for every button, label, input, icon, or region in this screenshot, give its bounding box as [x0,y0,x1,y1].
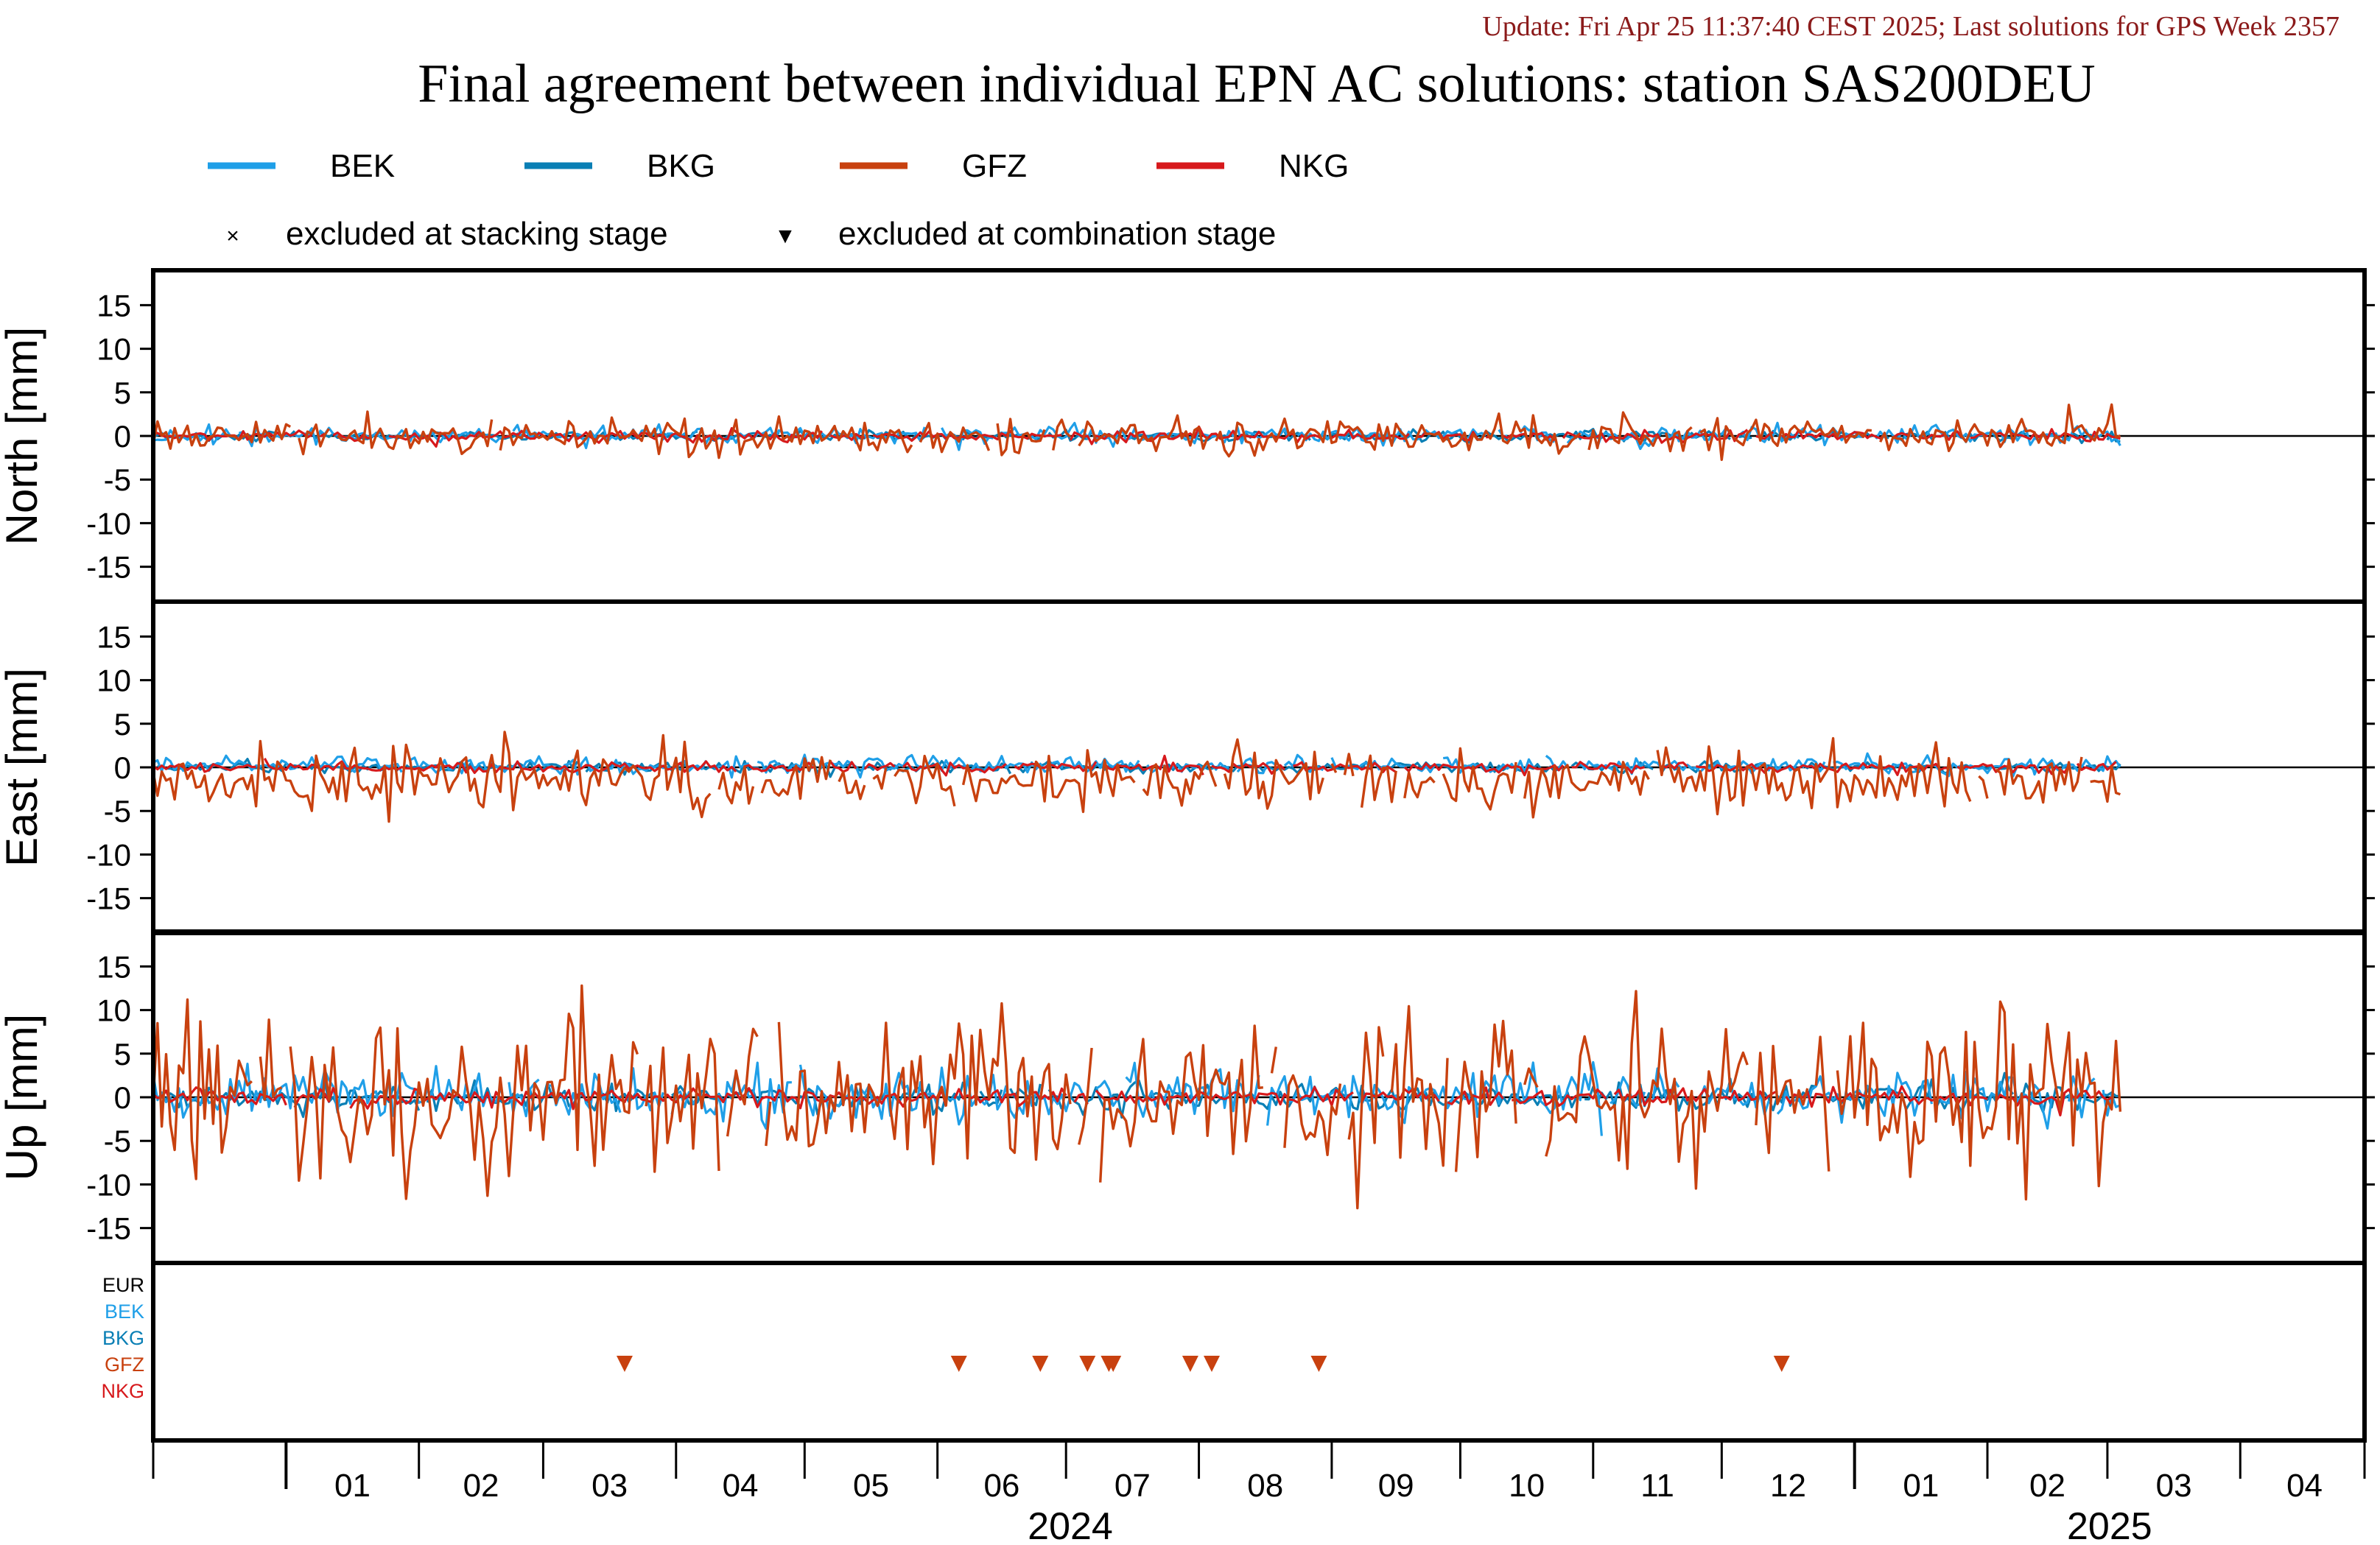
legend-stacking-label: excluded at stacking stage [286,216,668,252]
series-up-gfz [152,984,2122,1210]
combination-exclusion-marker [1773,1356,1790,1372]
ytick-label: 10 [96,332,131,367]
ytick-label: 5 [114,376,131,410]
month-label: 10 [1509,1468,1545,1504]
legend-label-bek: BEK [330,148,395,184]
ytick-label: -5 [104,794,131,828]
month-label: 04 [723,1468,759,1504]
month-label: 01 [334,1468,371,1504]
exclusion-row-label-bek: BEK [105,1301,144,1323]
exclusion-frame [151,1261,2367,1443]
month-label: 11 [1640,1468,1674,1504]
combination-exclusion-marker [1204,1356,1221,1372]
ytick-label: -15 [86,1211,131,1246]
legend-label-nkg: NKG [1279,148,1349,184]
ylabel-north: North [mm] [0,327,46,546]
month-label: 03 [592,1468,628,1504]
ytick-label: 15 [96,288,131,323]
ylabel-up: Up [mm] [0,1014,46,1181]
month-label: 08 [1247,1468,1283,1504]
exclusion-row-label-bkg: BKG [102,1327,144,1349]
ytick-label: -5 [104,462,131,497]
legend-label-gfz: GFZ [962,148,1027,184]
legend: BEK BKG GFZ NKG × excluded at stacking stage ▼… [208,148,1349,252]
ytick-label: 0 [114,750,131,785]
month-label: 09 [1378,1468,1414,1504]
panel-east: 15 10 5 0 -5 -10 -15 East [mm] [0,599,2375,935]
exclusion-panel: EUR BEK BKG GFZ NKG [101,1261,2367,1443]
ytick-label: 0 [114,419,131,454]
combination-exclusion-marker [950,1356,967,1372]
legend-label-bkg: BKG [647,148,715,184]
ytick-label: -5 [104,1124,131,1158]
stacking-marker-icon: × [226,224,239,248]
ytick-label: 15 [96,949,131,984]
ytick-label: -10 [86,506,131,541]
month-label: 05 [853,1468,889,1504]
ytick-label: 15 [96,619,131,654]
month-label: 06 [983,1468,1019,1504]
combination-exclusion-marker [1105,1356,1122,1372]
month-label: 04 [2286,1468,2323,1504]
exclusion-row-label-gfz: GFZ [105,1354,144,1376]
combination-exclusion-marker [1182,1356,1198,1372]
year-label: 2024 [1028,1505,1113,1545]
time-axis: 01 02 03 04 05 06 07 08 09 10 11 12 01 02 03 04 2024 2025 [152,1442,2366,1545]
combination-exclusion-marker [616,1356,633,1372]
combination-exclusion-marker [1032,1356,1049,1372]
panels: 15 10 5 0 -5 -10 -15 North [mm] 15 10 5 0 -5 -10 -15 Ea… [0,268,2375,1265]
ytick-label: 5 [114,707,131,742]
month-label: 02 [463,1468,499,1504]
ytick-label: 0 [114,1080,131,1115]
combination-marker-icon: ▼ [774,224,796,248]
panel-up: 15 10 5 0 -5 -10 -15 Up [mm] [0,929,2375,1265]
month-label: 12 [1770,1468,1806,1504]
year-label: 2025 [2067,1505,2152,1545]
ytick-label: -10 [86,837,131,872]
chart-title: Final agreement between individual EPN A… [418,54,2095,114]
ytick-label: -15 [86,881,131,916]
update-text: Update: Fri Apr 25 11:37:40 CEST 2025; L… [1482,11,2339,42]
ytick-label: 10 [96,664,131,698]
month-label: 07 [1114,1468,1151,1504]
ytick-label: -15 [86,550,131,585]
ytick-label: 10 [96,993,131,1028]
series-east-gfz [152,731,2121,823]
combination-exclusion-marker [1079,1356,1096,1372]
month-label: 03 [2156,1468,2192,1504]
ytick-label: 5 [114,1037,131,1071]
month-label: 02 [2029,1468,2065,1504]
combination-exclusion-marker [1310,1356,1327,1372]
exclusion-row-label-nkg: NKG [101,1380,144,1402]
exclusion-row-label-eur: EUR [102,1274,144,1296]
month-label: 01 [1903,1468,1939,1504]
ylabel-east: East [mm] [0,668,46,867]
series-north-gfz [152,403,2121,461]
ytick-label: -10 [86,1167,131,1202]
legend-combination-label: excluded at combination stage [838,216,1276,252]
panel-north: 15 10 5 0 -5 -10 -15 North [mm] [0,268,2375,604]
